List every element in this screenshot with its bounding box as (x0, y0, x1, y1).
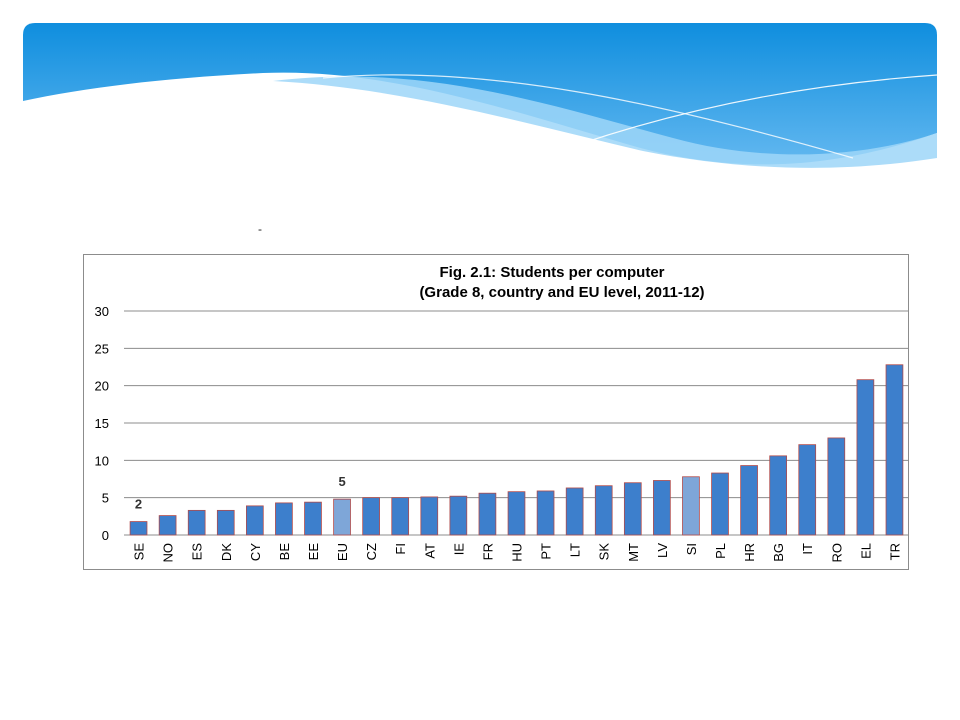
x-axis-categories: SE NO ES DK CY BE EE EU CZ FI AT IE FR HU PT LT SK MT LV SI… (132, 543, 903, 563)
bar-no (158, 515, 177, 536)
x-tick-label: PT (539, 543, 554, 560)
y-axis-ticks: 0 5 10 15 20 25 30 (95, 304, 109, 543)
bars (129, 364, 904, 536)
bar-pt (536, 490, 555, 536)
x-tick-label: SE (132, 543, 147, 561)
bar-se (129, 521, 148, 536)
x-tick-label: LV (655, 543, 670, 558)
bar-cy (246, 505, 264, 536)
x-tick-label: BG (771, 543, 786, 562)
x-tick-label: PL (713, 543, 728, 559)
x-tick-label: DK (219, 543, 234, 561)
bar-el (856, 379, 875, 536)
bar-fi (391, 497, 410, 536)
bar-ee (304, 501, 322, 536)
data-label: 2 (135, 497, 142, 512)
x-tick-label: CY (248, 543, 263, 561)
bar-hr (740, 465, 758, 536)
bar-hu (507, 491, 526, 536)
x-tick-label: EU (335, 543, 350, 561)
bar-chart: Fig. 2.1: Students per computer (Grade 8… (95, 264, 909, 563)
bar-ro (827, 437, 846, 536)
bar-fr (478, 492, 497, 536)
bar-at (420, 496, 439, 536)
y-tick-label: 30 (95, 304, 109, 319)
bar-ie (449, 495, 468, 536)
x-tick-label: EE (306, 543, 321, 561)
x-tick-label: CZ (364, 543, 379, 560)
bar-lt (565, 487, 584, 536)
x-tick-label: MT (626, 543, 641, 562)
x-tick-label: RO (829, 543, 844, 563)
bar-mt (623, 482, 642, 536)
header-banner (23, 23, 937, 168)
x-tick-label: BE (277, 543, 292, 561)
bar-tr (885, 364, 904, 536)
x-tick-label: HU (510, 543, 525, 562)
x-tick-label: SK (597, 543, 612, 561)
data-label: 5 (338, 474, 345, 489)
y-tick-label: 0 (102, 528, 109, 543)
bar-be (275, 502, 293, 536)
x-tick-label: IE (451, 543, 466, 556)
x-tick-label: HR (742, 543, 757, 562)
x-tick-label: FR (480, 543, 495, 560)
y-tick-label: 15 (95, 416, 109, 431)
chart-title: Fig. 2.1: Students per computer (439, 264, 664, 281)
bar-si (682, 476, 700, 536)
grid-lines (124, 310, 909, 536)
x-tick-label: TR (887, 543, 902, 560)
bar-cz (362, 497, 380, 536)
x-tick-label: AT (422, 543, 437, 559)
bar-it (798, 444, 817, 536)
y-tick-label: 20 (95, 379, 109, 394)
x-tick-label: EL (858, 543, 873, 559)
x-tick-label: ES (190, 543, 205, 561)
y-tick-label: 25 (95, 341, 109, 356)
bar-eu (333, 498, 351, 536)
bar-lv (653, 480, 671, 536)
bar-sk (594, 485, 613, 536)
y-tick-label: 10 (95, 453, 109, 468)
data-labels: 25 (135, 474, 346, 511)
x-tick-label: LT (568, 543, 583, 557)
x-tick-label: IT (800, 543, 815, 555)
chart-subtitle: (Grade 8, country and EU level, 2011-12) (419, 284, 704, 301)
bar-bg (769, 455, 787, 536)
y-tick-label: 5 (102, 491, 109, 506)
x-tick-label: SI (684, 543, 699, 555)
x-tick-label: FI (393, 543, 408, 555)
bar-pl (711, 472, 729, 536)
chart-frame: Fig. 2.1: Students per computer (Grade 8… (83, 254, 909, 570)
x-tick-label: NO (161, 543, 176, 563)
stray-dash: - (258, 222, 262, 236)
bar-es (187, 509, 206, 536)
bar-dk (216, 509, 235, 536)
